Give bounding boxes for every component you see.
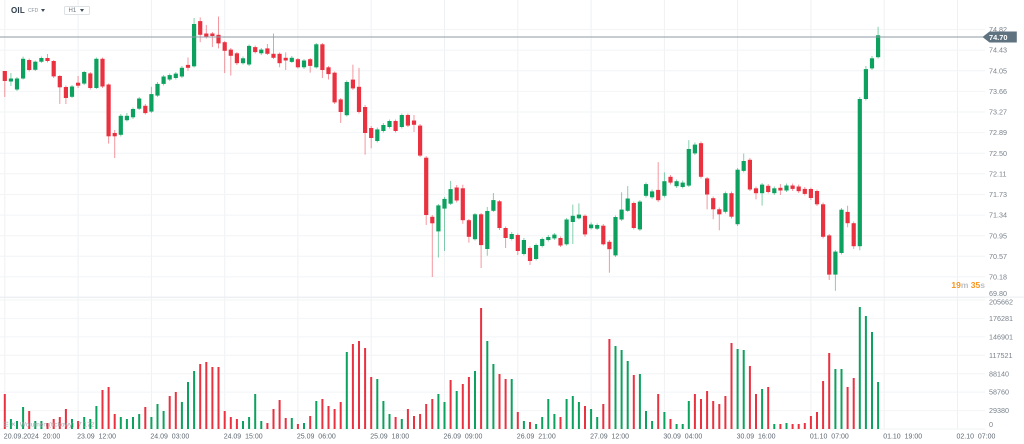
svg-text:176281: 176281	[989, 314, 1013, 323]
svg-text:72.50: 72.50	[989, 149, 1007, 158]
svg-text:71.73: 71.73	[989, 190, 1007, 199]
svg-text:69.80: 69.80	[989, 289, 1007, 298]
svg-text:58760: 58760	[989, 388, 1009, 397]
svg-text:205662: 205662	[989, 298, 1013, 307]
svg-text:02.10 07:00: 02.10 07:00	[957, 434, 996, 441]
svg-text:88140: 88140	[989, 369, 1009, 378]
svg-text:73.27: 73.27	[989, 108, 1007, 117]
svg-text:70.18: 70.18	[989, 273, 1007, 282]
svg-text:72.11: 72.11	[989, 169, 1006, 178]
svg-text:70.57: 70.57	[989, 252, 1007, 261]
svg-text:0: 0	[989, 420, 993, 429]
svg-text:26.09 09:00: 26.09 09:00	[444, 434, 483, 441]
svg-text:19m 35s: 19m 35s	[951, 280, 985, 290]
svg-text:30.09 16:00: 30.09 16:00	[737, 434, 776, 441]
svg-text:26.09 21:00: 26.09 21:00	[517, 434, 556, 441]
svg-text:24.09 15:00: 24.09 15:00	[224, 434, 263, 441]
svg-text:117521: 117521	[989, 351, 1012, 360]
svg-text:146901: 146901	[989, 333, 1013, 342]
svg-text:25.09 06:00: 25.09 06:00	[297, 434, 336, 441]
svg-text:24.09 03:00: 24.09 03:00	[150, 434, 189, 441]
svg-text:74.43: 74.43	[989, 46, 1007, 55]
svg-text:73.66: 73.66	[989, 87, 1007, 96]
svg-text:20.09.2024 20:00: 20.09.2024 20:00	[4, 434, 61, 441]
svg-text:01.10 07:00: 01.10 07:00	[810, 434, 849, 441]
svg-text:☰ ✕ Wolumen (tickowy) 7 172: ☰ ✕ Wolumen (tickowy) 7 172	[3, 422, 95, 429]
svg-text:74.82: 74.82	[989, 25, 1007, 34]
svg-text:27.09 12:00: 27.09 12:00	[590, 434, 629, 441]
svg-text:70.95: 70.95	[989, 231, 1007, 240]
svg-text:74.70: 74.70	[989, 33, 1008, 42]
svg-text:29380: 29380	[989, 406, 1009, 415]
svg-text:25.09 18:00: 25.09 18:00	[370, 434, 409, 441]
svg-text:23.09 12:00: 23.09 12:00	[77, 434, 116, 441]
svg-text:72.89: 72.89	[989, 128, 1007, 137]
svg-text:30.09 04:00: 30.09 04:00	[663, 434, 702, 441]
svg-text:74.05: 74.05	[989, 66, 1007, 75]
svg-text:01.10 19:00: 01.10 19:00	[883, 434, 922, 441]
svg-text:71.34: 71.34	[989, 211, 1007, 220]
